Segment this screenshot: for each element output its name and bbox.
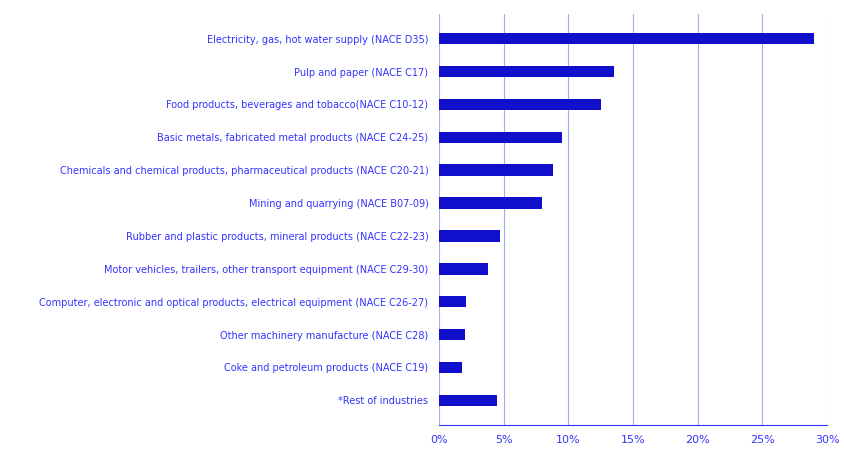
Bar: [439, 99, 601, 110]
Bar: [439, 395, 497, 406]
Bar: [439, 329, 465, 340]
Bar: [439, 197, 543, 209]
Bar: [439, 132, 562, 143]
Bar: [439, 33, 814, 44]
Bar: [439, 263, 488, 275]
Bar: [439, 230, 500, 242]
Bar: [439, 66, 614, 78]
Bar: [439, 361, 463, 373]
Bar: [439, 164, 553, 176]
Bar: [439, 296, 466, 307]
